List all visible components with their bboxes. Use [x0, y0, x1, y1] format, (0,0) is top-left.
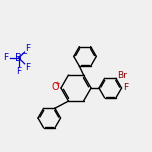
Text: Br: Br	[117, 71, 126, 80]
Text: +: +	[54, 81, 60, 87]
Text: F: F	[16, 67, 21, 76]
Text: F: F	[123, 83, 128, 92]
Text: F: F	[26, 63, 31, 72]
Text: B: B	[15, 53, 22, 63]
Text: O: O	[51, 82, 59, 92]
Text: F: F	[3, 53, 8, 62]
Text: −: −	[20, 49, 27, 58]
Text: F: F	[26, 44, 31, 53]
